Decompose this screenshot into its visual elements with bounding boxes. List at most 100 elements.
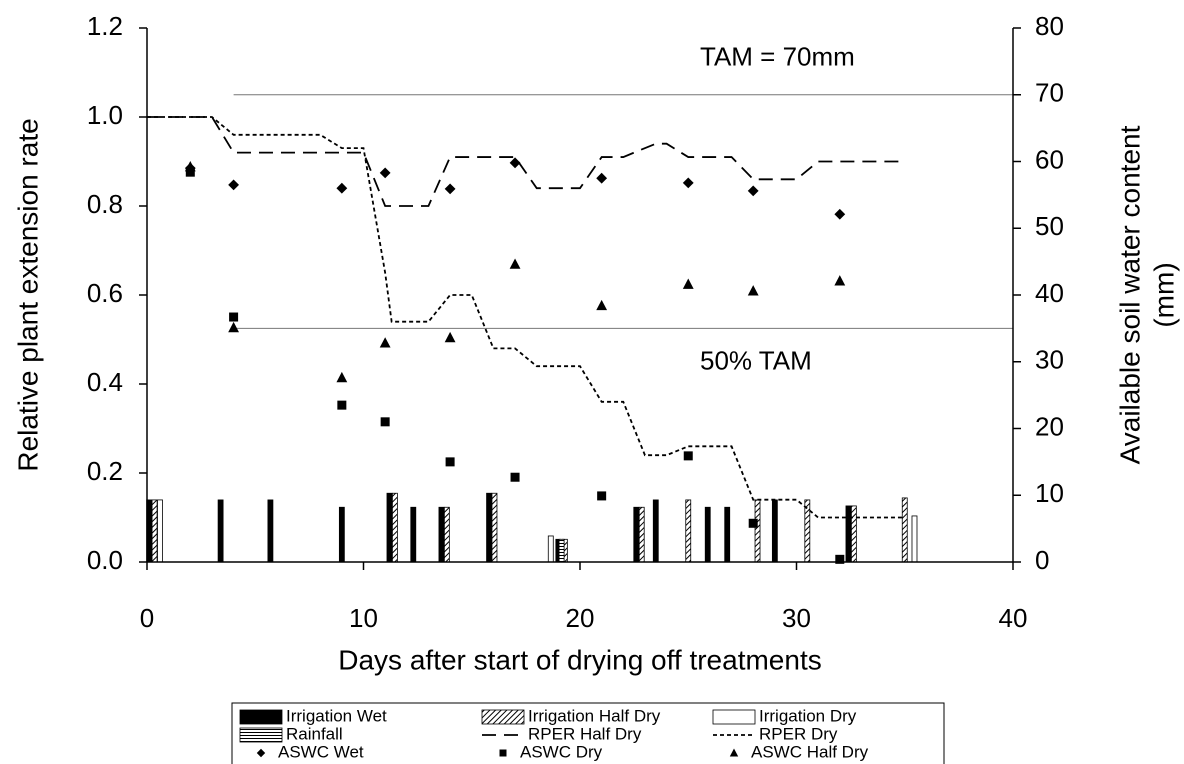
bar	[771, 499, 778, 563]
bar	[443, 506, 450, 563]
y2-axis-label: (mm)	[1148, 262, 1179, 327]
y-tick-label: 0.2	[87, 456, 123, 486]
bar	[157, 499, 163, 563]
bar	[391, 492, 398, 563]
bar	[724, 506, 731, 563]
point	[336, 182, 348, 194]
point	[380, 417, 390, 427]
y2-axis-label: Available soil water content	[1114, 125, 1145, 464]
bar	[338, 506, 345, 563]
y2-tick-label: 0	[1035, 545, 1049, 575]
legend-label: ASWC Dry	[520, 742, 603, 761]
y-tick-label: 1.2	[87, 11, 123, 41]
bar	[704, 506, 711, 563]
point	[835, 554, 845, 564]
legend-swatch	[256, 748, 266, 758]
line	[147, 116, 905, 519]
annotation: 50% TAM	[700, 345, 812, 375]
bar	[438, 506, 445, 563]
legend-label: RPER Half Dry	[528, 724, 642, 743]
bar	[633, 506, 640, 563]
bar	[850, 505, 857, 563]
annotation: TAM = 70mm	[700, 42, 855, 72]
bar	[845, 505, 852, 563]
bar	[547, 535, 554, 563]
point	[185, 167, 195, 177]
point	[682, 278, 694, 289]
point	[748, 518, 758, 528]
y2-tick-label: 30	[1035, 345, 1064, 375]
line	[147, 116, 905, 207]
point	[336, 371, 348, 383]
y-axis-label: Relative plant extension rate	[12, 118, 43, 471]
y-tick-label: 0.8	[87, 189, 123, 219]
x-tick-label: 40	[999, 603, 1028, 633]
point	[379, 337, 391, 348]
legend-swatch	[499, 749, 507, 757]
bar	[652, 499, 659, 563]
y2-tick-label: 20	[1035, 411, 1064, 441]
point	[596, 172, 608, 184]
bar	[386, 492, 393, 563]
legend-swatch	[729, 748, 739, 757]
point	[445, 457, 455, 467]
y2-tick-label: 10	[1035, 478, 1064, 508]
y2-tick-label: 50	[1035, 211, 1064, 241]
point	[747, 185, 759, 197]
bar	[804, 499, 811, 563]
bar	[267, 499, 274, 563]
bar	[486, 492, 492, 563]
y-tick-label: 0.6	[87, 278, 123, 308]
point	[597, 491, 607, 501]
legend-box	[231, 702, 945, 764]
point	[229, 312, 239, 322]
legend-label: ASWC Half Dry	[751, 742, 869, 761]
legend-swatch	[239, 709, 283, 725]
bar	[901, 497, 908, 563]
y2-tick-label: 70	[1035, 78, 1064, 108]
point	[444, 331, 456, 343]
y2-tick-label: 40	[1035, 278, 1064, 308]
legend-label: Irrigation Half Dry	[528, 706, 661, 725]
legend-label: Rainfall	[286, 724, 343, 743]
point	[747, 285, 759, 296]
legend-label: Irrigation Wet	[286, 706, 387, 725]
legend-label: RPER Dry	[759, 724, 838, 743]
bar	[911, 515, 918, 563]
point	[228, 321, 239, 333]
bar	[638, 506, 645, 563]
legend-label: Irrigation Dry	[759, 706, 857, 725]
y-tick-label: 1.0	[87, 100, 123, 130]
bar	[217, 499, 224, 563]
bar	[410, 506, 417, 563]
point	[596, 299, 608, 311]
y-tick-label: 0.4	[87, 367, 123, 397]
x-tick-label: 30	[782, 603, 811, 633]
bar	[151, 499, 158, 563]
point	[379, 167, 391, 179]
point	[228, 179, 239, 191]
x-axis-label: Days after start of drying off treatment…	[338, 644, 821, 675]
point	[834, 208, 846, 220]
legend-swatch	[239, 727, 283, 743]
point	[337, 400, 347, 410]
point	[683, 451, 693, 461]
bar	[558, 538, 565, 563]
legend-swatch	[481, 709, 525, 725]
bar	[754, 499, 761, 563]
bar	[685, 499, 692, 563]
point	[509, 157, 521, 169]
point	[509, 258, 521, 269]
y-tick-label: 0.0	[87, 545, 123, 575]
point	[444, 183, 456, 195]
y2-tick-label: 60	[1035, 144, 1064, 174]
x-tick-label: 0	[140, 603, 154, 633]
point	[682, 177, 694, 189]
x-tick-label: 10	[349, 603, 378, 633]
point	[184, 160, 196, 172]
legend-swatch	[712, 709, 756, 725]
bar	[491, 492, 498, 563]
x-tick-label: 20	[566, 603, 595, 633]
point	[510, 472, 520, 482]
